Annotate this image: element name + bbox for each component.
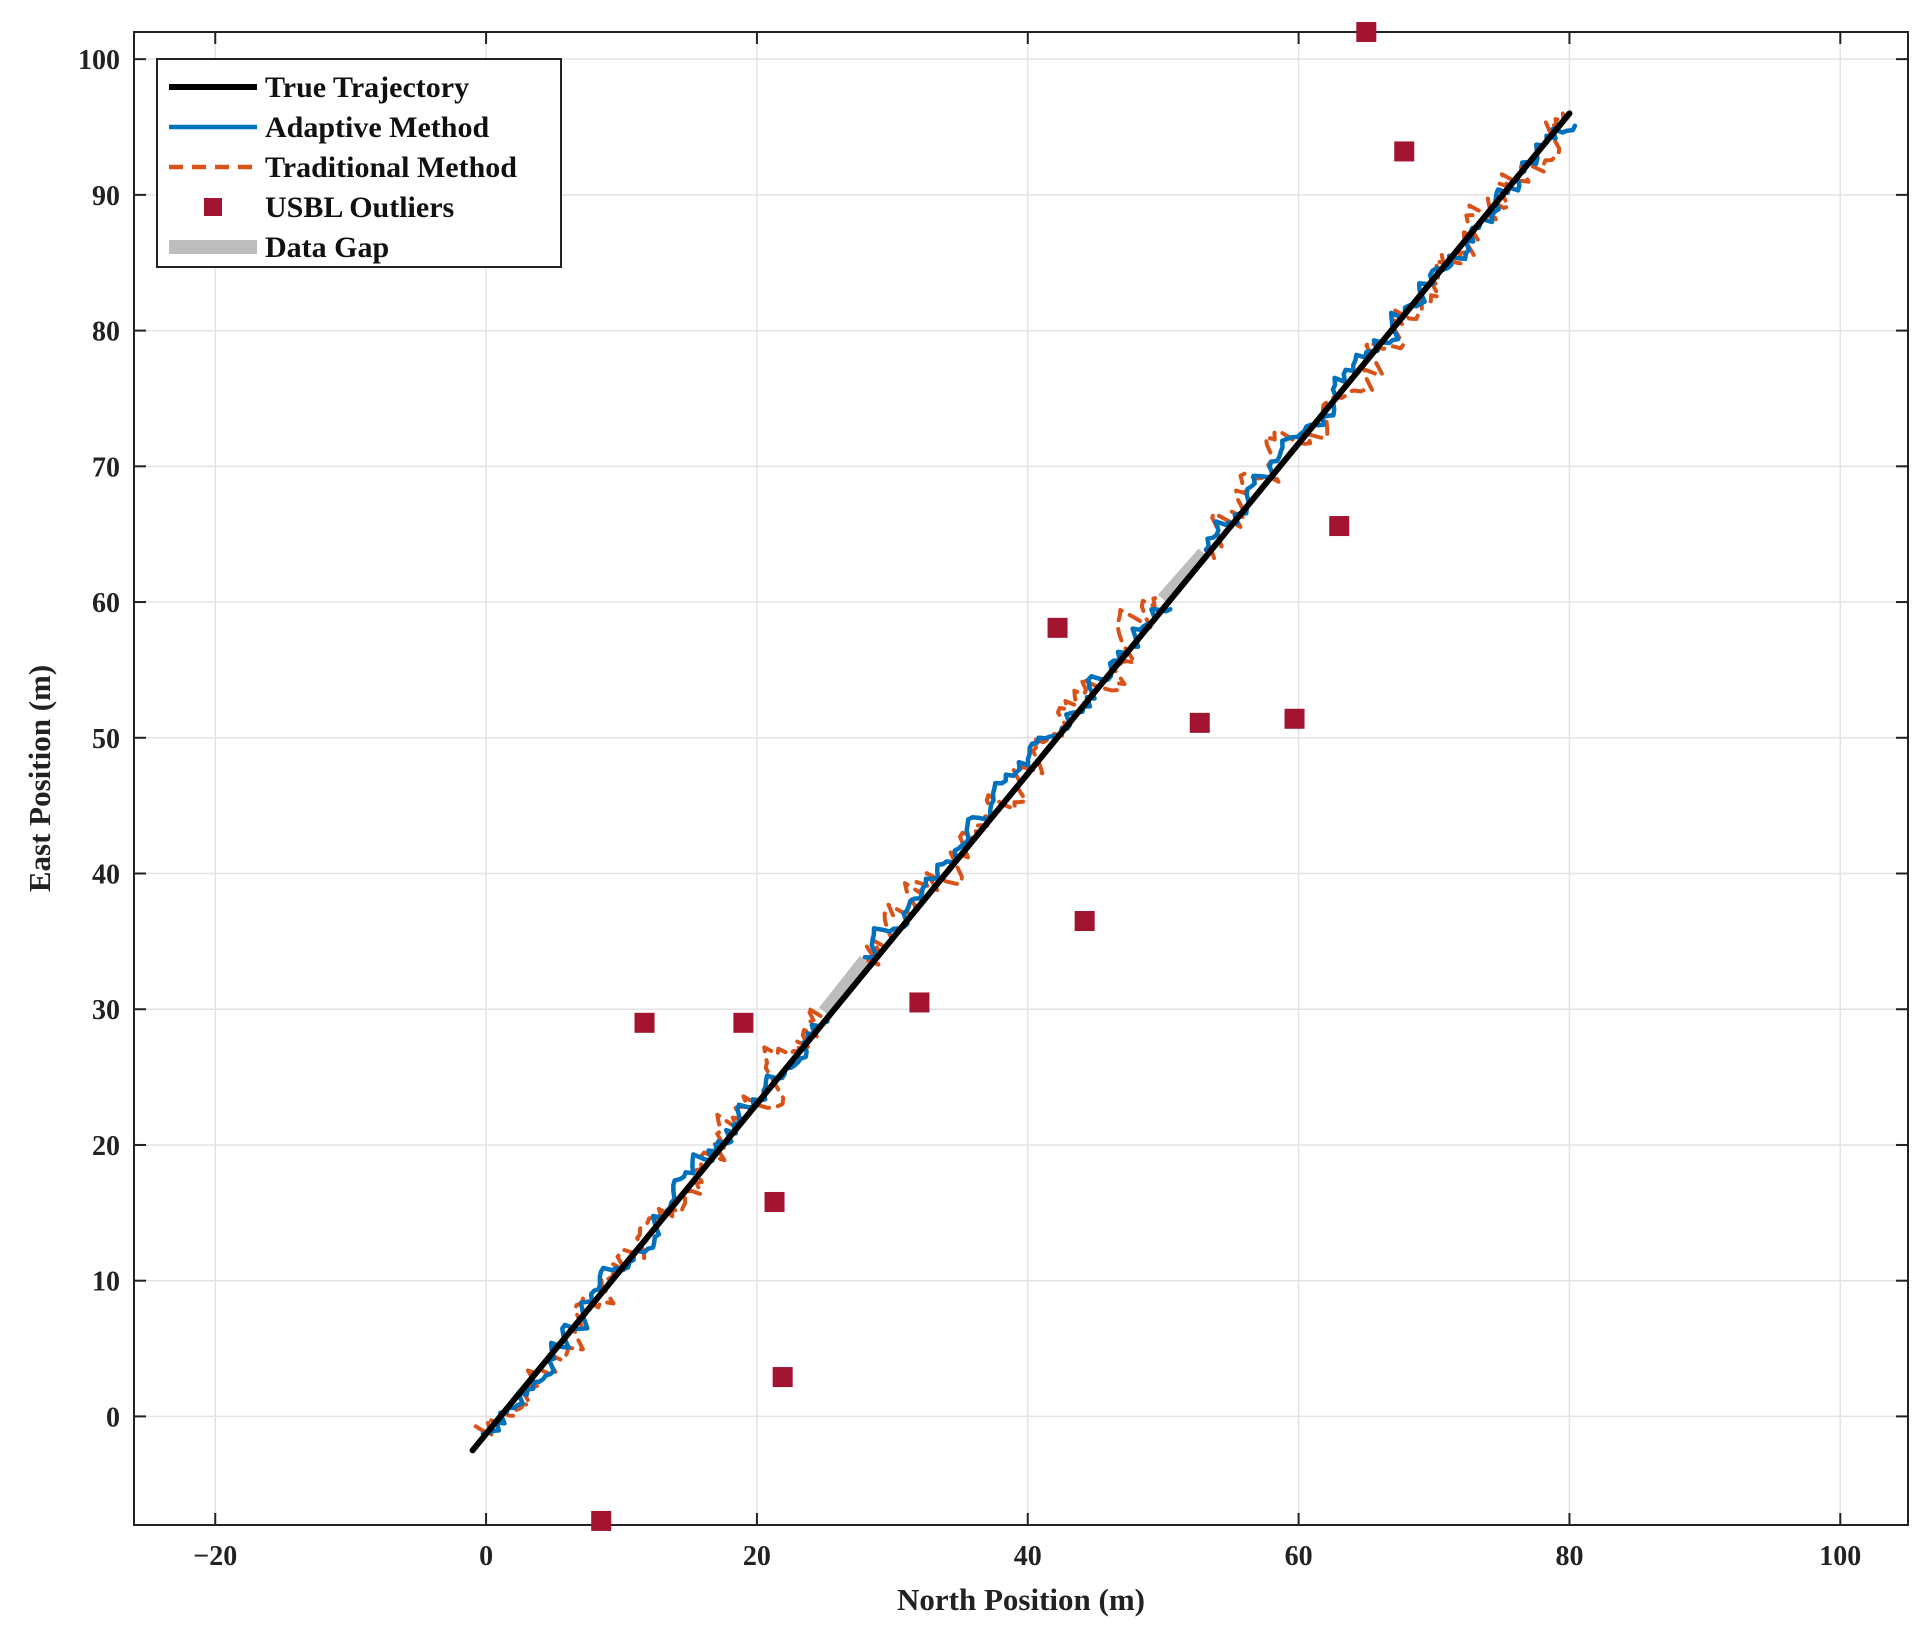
usbl-outlier-marker	[1394, 141, 1415, 162]
y-tick-label: 100	[78, 45, 120, 76]
y-tick-label: 10	[92, 1267, 120, 1298]
legend-label: Traditional Method	[265, 151, 517, 184]
y-tick-label: 80	[92, 317, 120, 348]
usbl-outliers-group	[591, 22, 1415, 1531]
y-tick-label: 70	[92, 452, 120, 483]
y-tick-label: 50	[92, 724, 120, 755]
usbl-outlier-marker	[634, 1012, 655, 1033]
legend: True Trajectory Adaptive Method Traditiona…	[156, 58, 562, 268]
legend-label: Data Gap	[265, 231, 389, 264]
usbl-outlier-marker	[764, 1191, 785, 1212]
legend-label: USBL Outliers	[265, 191, 454, 224]
tick-layer: −20 0 20 40 60 80 100 0 10 20 30 40 50 60 70 80 90 100	[78, 32, 1908, 1572]
usbl-outlier-marker	[1189, 712, 1210, 733]
y-axis-title: East Position (m)	[22, 665, 57, 892]
plot-frame	[133, 31, 1909, 1526]
grid-layer	[134, 32, 1908, 1525]
usbl-outlier-marker	[591, 1510, 612, 1531]
adaptive-method-line	[862, 606, 1173, 960]
usbl-outlier-marker	[1329, 516, 1350, 537]
data-layer	[469, 110, 1578, 1454]
y-tick-label: 60	[92, 588, 120, 619]
legend-label: True Trajectory	[265, 71, 469, 104]
usbl-outlier-marker	[1047, 617, 1068, 638]
usbl-outlier-marker	[909, 992, 930, 1013]
data-gap-band	[1157, 548, 1210, 604]
y-tick-label: 90	[92, 181, 120, 212]
x-tick-label: 20	[743, 1541, 771, 1572]
traditional-method-line	[864, 595, 1161, 967]
x-tick-label: 40	[1014, 1541, 1042, 1572]
legend-sample-usbl-outliers	[204, 198, 222, 216]
x-tick-label: 80	[1555, 1541, 1583, 1572]
legend-label: Adaptive Method	[265, 111, 489, 144]
x-tick-label: −20	[193, 1541, 237, 1572]
y-tick-label: 0	[106, 1402, 120, 1433]
data-gap-band	[819, 956, 871, 1017]
y-tick-label: 40	[92, 860, 120, 891]
usbl-outlier-marker	[1074, 911, 1095, 932]
true-trajectory-line	[469, 110, 1573, 1454]
usbl-outlier-marker	[1284, 708, 1305, 729]
x-axis-title: North Position (m)	[897, 1582, 1145, 1617]
x-tick-label: 60	[1285, 1541, 1313, 1572]
usbl-outlier-marker	[733, 1012, 754, 1033]
y-tick-label: 30	[92, 995, 120, 1026]
x-tick-label: 0	[479, 1541, 493, 1572]
x-tick-label: 100	[1819, 1541, 1861, 1572]
y-tick-label: 20	[92, 1131, 120, 1162]
usbl-outlier-marker	[772, 1367, 793, 1388]
usbl-outlier-marker	[1356, 22, 1377, 42]
traditional-method-line	[473, 1005, 826, 1439]
legend-box	[156, 58, 562, 268]
